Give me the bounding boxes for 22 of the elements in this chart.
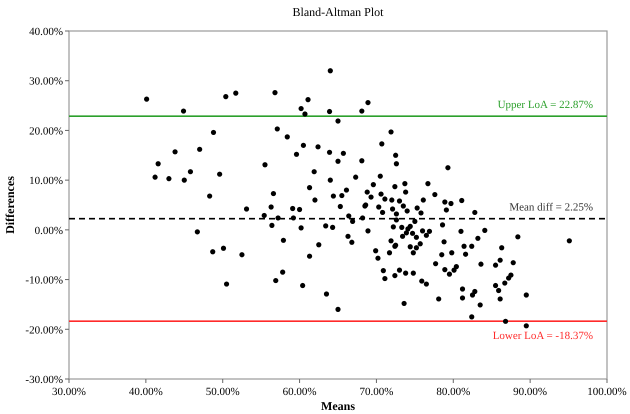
x-tick-label: 40.00%	[128, 386, 163, 398]
x-tick-label: 60.00%	[282, 386, 317, 398]
y-tick-label: 10.00%	[29, 175, 63, 188]
x-tick-label: 100.00%	[587, 386, 627, 398]
ref-line-label: Lower LoA = -18.37%	[492, 330, 593, 342]
x-tick-label: 90.00%	[513, 386, 548, 398]
ref-line-label: Mean diff = 2.25%	[509, 202, 593, 214]
y-tick-label: -30.00%	[25, 374, 63, 386]
y-tick-label: -10.00%	[25, 274, 63, 287]
y-tick-label: 40.00%	[29, 26, 63, 38]
ref-line-label: Upper LoA = 22.87%	[498, 99, 593, 112]
y-tick-label: 0.00%	[34, 224, 63, 237]
chart-title: Bland-Altman Plot	[292, 5, 384, 19]
x-tick-label: 70.00%	[359, 386, 394, 398]
x-tick-label: 30.00%	[52, 386, 86, 398]
y-axis-title: Differences	[3, 176, 17, 234]
y-tick-label: 20.00%	[29, 125, 63, 138]
y-tick-label: 30.00%	[29, 76, 63, 88]
x-axis-title: Means	[321, 399, 356, 413]
x-tick-label: 80.00%	[436, 386, 470, 398]
x-tick-label: 50.00%	[206, 386, 240, 398]
y-tick-label: -20.00%	[25, 324, 63, 336]
